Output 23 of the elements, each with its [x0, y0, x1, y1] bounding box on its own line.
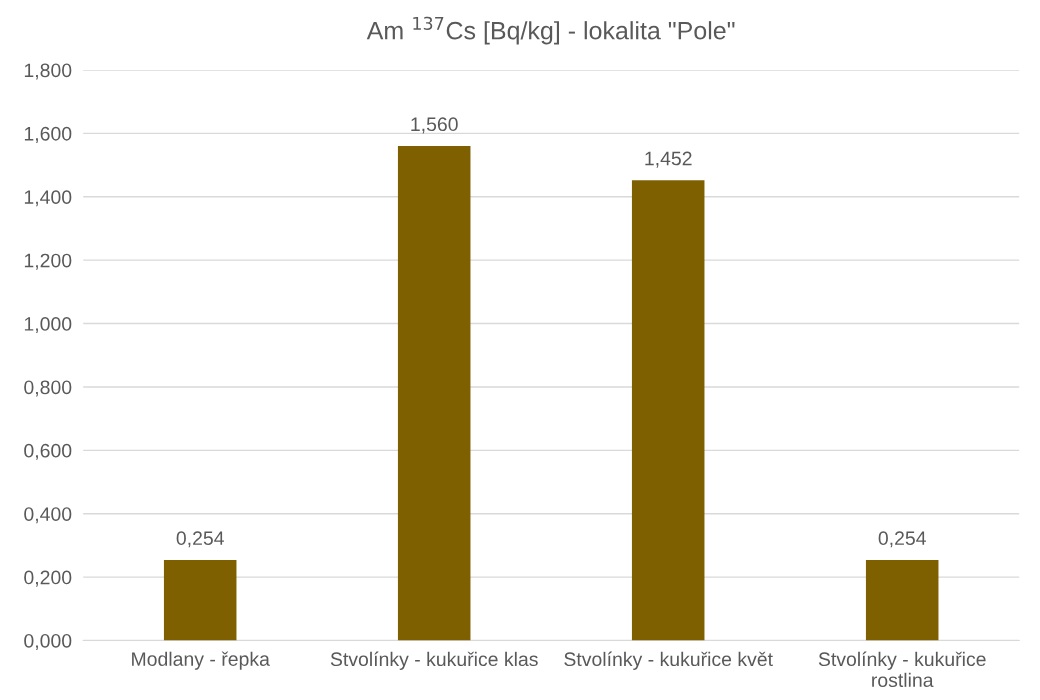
y-tick-label: 0,800: [24, 380, 72, 397]
y-tick-label: 1,600: [24, 126, 72, 143]
x-tick-label: Stvolínky - kukuřice klas: [330, 651, 538, 670]
y-tick-label: 1,400: [24, 190, 72, 207]
bar: [631, 180, 705, 641]
y-tick-label: 0,400: [24, 507, 72, 524]
y-tick-label: 0,200: [24, 570, 72, 587]
y-tick-label: 0,000: [24, 633, 72, 651]
data-label: 0,254: [176, 531, 224, 548]
bar: [865, 560, 939, 641]
data-label: 0,254: [878, 531, 926, 548]
x-tick-label: Stvolínky - kukuřice květ: [564, 651, 773, 670]
chart-title: Am $^{137}$Cs [Bq/kg] - lokalita "Pole": [366, 16, 735, 45]
data-label: 1,452: [645, 151, 692, 168]
y-tick-label: 1,800: [24, 63, 72, 80]
bar: [397, 146, 471, 641]
x-tick-label: Modlany - řepka: [132, 651, 270, 670]
y-tick-label: 0,600: [24, 443, 72, 460]
y-tick-label: 1,200: [24, 253, 72, 270]
y-tick-label: 1,000: [24, 317, 72, 334]
data-label: 1,560: [411, 117, 458, 134]
x-tick-label: Stvolínky - kukuřice rostlina: [818, 651, 986, 688]
bar: [163, 560, 237, 641]
